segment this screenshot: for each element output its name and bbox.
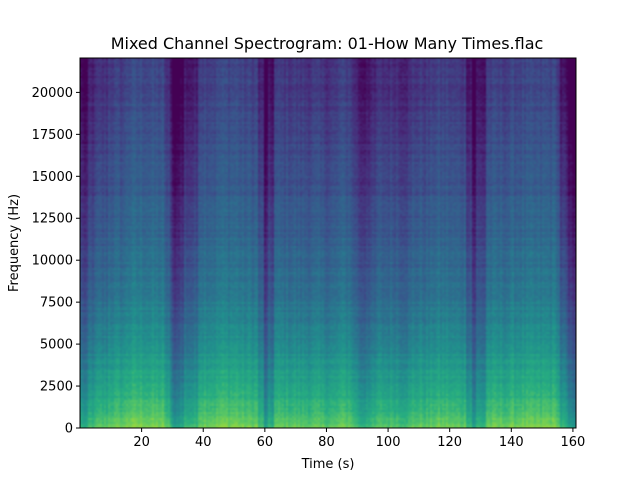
y-tick-label: 10000 [32, 254, 73, 269]
y-tick-label: 2500 [40, 380, 73, 395]
chart-title: Mixed Channel Spectrogram: 01-How Many T… [111, 34, 544, 53]
x-tick-label: 140 [499, 435, 524, 450]
plot-area [79, 57, 577, 429]
y-tick-label: 17500 [32, 128, 73, 143]
x-tick-label: 80 [318, 435, 335, 450]
x-tick-label: 160 [561, 435, 586, 450]
y-tick-label: 12500 [32, 212, 73, 227]
y-tick-label: 7500 [40, 296, 73, 311]
spectrogram-image [80, 58, 576, 428]
axes-frame [79, 57, 577, 429]
x-tick-label: 120 [437, 435, 462, 450]
x-tick-label: 20 [133, 435, 150, 450]
y-axis: 0 2500 5000 7500 10000 12500 15000 17500 20000 [32, 86, 80, 437]
x-axis-label: Time (s) [301, 457, 355, 472]
x-tick-label: 100 [376, 435, 401, 450]
x-tick-label: 40 [195, 435, 212, 450]
y-axis-label: Frequency (Hz) [7, 194, 22, 292]
y-tick-label: 0 [65, 422, 73, 437]
x-tick-label: 60 [257, 435, 274, 450]
y-tick-label: 20000 [32, 86, 73, 101]
y-tick-label: 5000 [40, 338, 73, 353]
x-axis: 20 40 60 80 100 120 140 160 [133, 428, 585, 450]
y-tick-label: 15000 [32, 170, 73, 185]
